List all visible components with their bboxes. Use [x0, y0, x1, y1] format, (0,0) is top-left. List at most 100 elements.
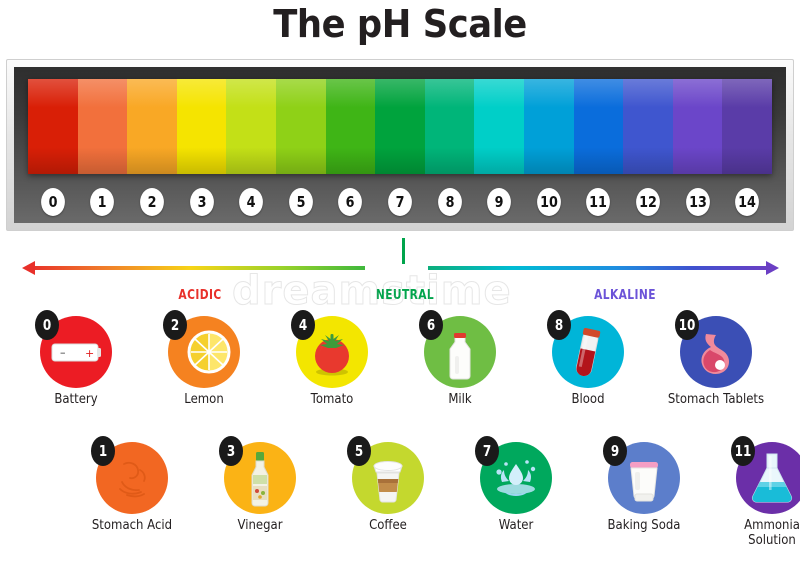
ph-tick-8: 8: [425, 185, 475, 219]
ph-tick-0: 0: [28, 185, 78, 219]
ph-band-fill: [424, 79, 475, 174]
vinegar-bottle-icon: [251, 452, 269, 507]
ph-value-badge: 6: [419, 310, 443, 340]
ph-item[interactable]: – +0 Battery: [22, 310, 130, 407]
ph-band-14: [722, 79, 772, 174]
ph-item-disc-wrap: 2: [163, 310, 240, 388]
water-splash-icon: [496, 460, 536, 496]
ph-tick-1: 1: [78, 185, 128, 219]
ph-item-disc-wrap: 1: [91, 436, 168, 514]
ph-item[interactable]: 6 Milk: [406, 310, 514, 407]
ph-item[interactable]: 11 Ammonia Solution: [718, 436, 800, 548]
baking-soda-tub-icon: [630, 462, 658, 502]
ph-value-badge: 5: [347, 436, 371, 466]
ph-item-disc-wrap: 11: [731, 436, 800, 514]
ph-tick-number: 2: [140, 188, 164, 216]
ph-item-label: Ammonia Solution: [744, 518, 800, 548]
ph-tick-number: 6: [338, 188, 363, 216]
ph-band-fill: [77, 79, 128, 174]
ph-item-disc-wrap: 9: [603, 436, 680, 514]
ph-band-7: [375, 79, 425, 174]
ph-value-badge: 8: [547, 310, 571, 340]
ph-item-label: Stomach Tablets: [667, 392, 765, 407]
ph-tick-5: 5: [276, 185, 326, 219]
alkaline-arrow-line: [428, 266, 768, 270]
ph-value-badge: 2: [163, 310, 187, 340]
ph-item[interactable]: 5 Coffee: [334, 436, 442, 548]
stomach-acid-icon: [119, 461, 146, 498]
ph-band-fill: [672, 79, 723, 174]
acidic-label: ACIDIC: [178, 288, 222, 303]
ph-band-2: [127, 79, 177, 174]
ph-item[interactable]: 9 Baking Soda: [590, 436, 698, 548]
tomato-icon: [315, 334, 349, 376]
ph-item[interactable]: 10 Stomach Tablets: [662, 310, 770, 407]
ph-band-fill: [375, 79, 425, 174]
ph-item-label: Milk: [448, 392, 472, 407]
ph-regions: ACIDIC NEUTRAL ALKALINE: [0, 236, 800, 308]
ph-band-5: [275, 79, 326, 174]
ph-tick-12: 12: [623, 185, 673, 219]
ph-band-fill: [623, 79, 673, 174]
ph-tick-number: 10: [536, 188, 561, 216]
svg-text:–: –: [60, 346, 66, 359]
ph-item[interactable]: 3 Vinegar: [206, 436, 314, 548]
ph-item-disc-wrap: 3: [219, 436, 296, 514]
ph-item-disc-wrap: 5: [347, 436, 424, 514]
ph-band-fill: [722, 79, 772, 174]
ph-tick-9: 9: [474, 185, 524, 219]
ph-band-fill: [176, 79, 227, 174]
ph-tick-number: 0: [40, 188, 65, 216]
ph-item-disc-wrap: 4: [291, 310, 368, 388]
ph-band-11: [573, 79, 624, 174]
battery-icon: – +: [51, 343, 101, 362]
ph-item-label: Lemon: [184, 392, 224, 407]
milk-bottle-icon: [449, 333, 471, 380]
ph-tick-4: 4: [226, 185, 276, 219]
ph-band-3: [176, 79, 227, 174]
ph-band-fill: [127, 79, 177, 174]
ph-color-band-row: [28, 79, 772, 174]
ph-band-13: [672, 79, 723, 174]
ph-item-label: Water: [498, 518, 534, 533]
ph-tick-2: 2: [127, 185, 177, 219]
ph-item-disc-wrap: – + 0: [35, 310, 112, 388]
ph-item-label: Soap: [795, 392, 800, 407]
ph-item-disc-wrap: 10: [675, 310, 752, 388]
ph-value-badge: 9: [603, 436, 627, 466]
ph-value-badge: 3: [219, 436, 243, 466]
acidic-arrow-head-icon: [22, 261, 35, 275]
ph-band-fill: [474, 79, 524, 174]
ph-item[interactable]: 8 Blood: [534, 310, 642, 407]
ph-item[interactable]: 12Soap: [790, 316, 800, 407]
acidic-arrow-line: [30, 266, 365, 270]
ph-item-disc-wrap: 8: [547, 310, 624, 388]
ph-value-badge: 4: [291, 310, 315, 340]
ph-item-label: Coffee: [369, 518, 407, 533]
neutral-label: NEUTRAL: [375, 288, 435, 303]
ph-tick-number: 4: [239, 188, 264, 216]
ph-item[interactable]: 1 Stomach Acid: [78, 436, 186, 548]
ph-band-6: [325, 79, 376, 174]
ph-tick-number: 9: [487, 188, 512, 216]
ph-band-fill: [523, 79, 574, 174]
blood-test-tube-icon: [576, 328, 601, 377]
ph-item[interactable]: 7 Water: [462, 436, 570, 548]
ph-item[interactable]: 4 Tomato: [278, 310, 386, 407]
ph-band-0: [28, 79, 78, 174]
ph-value-badge: 1: [91, 436, 115, 466]
ph-tick-number: 11: [586, 188, 611, 216]
ph-band-4: [226, 79, 276, 174]
stomach-icon: [701, 334, 729, 374]
ph-scale-frame: 0 1 2 3 4 5 6 7 8 9 10 11 12 13 14: [6, 59, 794, 231]
ph-tick-number: 12: [636, 188, 660, 216]
ph-tick-number: 14: [735, 188, 760, 216]
ph-value-badge: 0: [35, 310, 59, 340]
flask-icon: [752, 453, 792, 503]
ph-item[interactable]: 2 Lemon: [150, 310, 258, 407]
ph-item-label: Tomato: [310, 392, 354, 407]
ph-band-8: [424, 79, 475, 174]
ph-band-fill: [275, 79, 326, 174]
coffee-cup-icon: [373, 461, 403, 503]
ph-tick-number: 1: [90, 188, 115, 216]
